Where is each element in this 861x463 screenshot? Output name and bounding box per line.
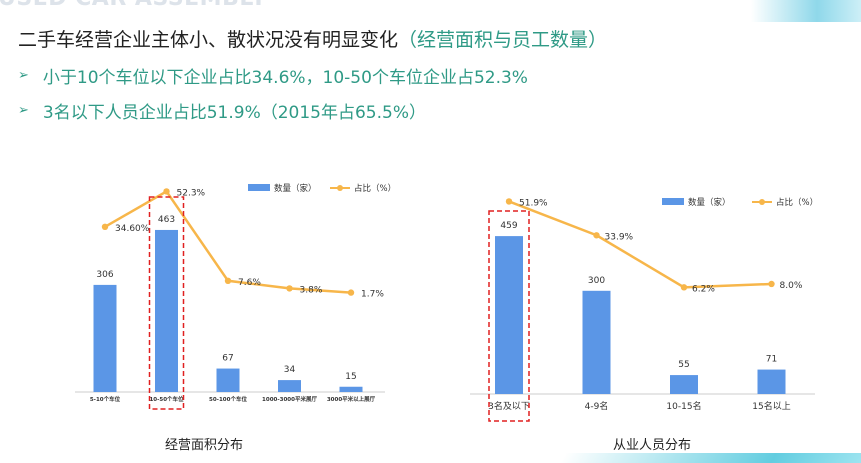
bar <box>757 369 786 394</box>
line-value-label: 7.6% <box>238 278 261 288</box>
line-point <box>101 223 109 230</box>
arrow-bullet-icon: ➢ <box>18 68 29 83</box>
line-value-label: 1.7% <box>361 290 384 300</box>
bar-value-label: 71 <box>766 355 777 365</box>
line-point <box>163 188 170 195</box>
bullet-text: 小于10个车位以下企业占比34.6%，10-50个车位企业占52.3% <box>42 68 528 88</box>
x-tick-label: 10-15名 <box>666 400 701 412</box>
line-point <box>505 198 513 205</box>
bar-value-label: 306 <box>96 270 113 280</box>
line-value-label: 52.3% <box>177 188 206 198</box>
line-value-label: 33.9% <box>605 232 634 242</box>
x-tick-label: 4-9名 <box>585 400 609 412</box>
x-tick-label: 15名以上 <box>752 400 790 412</box>
line-point <box>593 232 600 239</box>
x-tick-label: 3名及以下 <box>488 400 530 412</box>
headline: 二手车经营企业主体小、散状况没有明显变化（经营面积与员工数量） <box>18 25 607 52</box>
bar <box>155 229 178 392</box>
bullet-text: 3名以下人员企业占比51.9%（2015年占65.5%） <box>42 103 426 123</box>
line-point <box>347 289 355 296</box>
bar-value-label: 300 <box>588 276 605 286</box>
bullet-item: ➢ 3名以下人员企业占比51.9%（2015年占65.5%） <box>18 98 426 123</box>
legend-line-label: 占比（%） <box>354 183 396 194</box>
bar <box>339 386 363 392</box>
bar-value-label: 67 <box>222 354 233 364</box>
bar <box>93 284 117 392</box>
line-value-label: 3.8% <box>300 285 323 295</box>
arrow-bullet-icon: ➢ <box>18 103 29 118</box>
x-tick-label: 1000-3000平米展厅 <box>262 395 317 403</box>
bar-value-label: 55 <box>678 360 689 370</box>
x-tick-label: 5-10个车位 <box>90 395 121 403</box>
line-value-label: 34.60% <box>115 224 150 234</box>
chart-title-area: 经营面积分布 <box>165 438 244 453</box>
chart-title-staff: 从业人员分布 <box>613 438 692 453</box>
watermark: USED CAR ASSEMBLY <box>0 0 267 11</box>
line-point <box>286 285 293 292</box>
line-point <box>224 277 232 284</box>
bar-value-label: 15 <box>345 372 356 382</box>
header-accent-stripe <box>751 0 861 22</box>
bar <box>495 236 523 394</box>
legend-bar-label: 数量（家） <box>688 197 731 208</box>
line-series-percent <box>508 200 772 289</box>
headline-sub: （经营面积与员工数量） <box>398 29 608 51</box>
highlight-box <box>488 210 530 422</box>
headline-main: 二手车经营企业主体小、散状况没有明显变化 <box>18 29 399 51</box>
x-tick-label: 3000平米以上展厅 <box>327 395 376 403</box>
legend-bar-swatch <box>662 198 684 205</box>
x-tick-label: 10-50个车位 <box>149 395 184 403</box>
bullet-item: ➢ 小于10个车位以下企业占比34.6%，10-50个车位企业占52.3% <box>18 63 528 88</box>
bar-value-label: 463 <box>158 215 175 225</box>
bar-value-label: 459 <box>500 221 517 231</box>
line-value-label: 8.0% <box>780 281 803 291</box>
line-point <box>680 284 688 291</box>
legend-line-label: 占比（%） <box>776 197 818 208</box>
legend-bar-label: 数量（家） <box>274 183 317 194</box>
line-value-label: 6.2% <box>692 284 715 294</box>
legend-line-marker <box>759 199 765 205</box>
line-point <box>768 280 775 288</box>
bar <box>582 290 611 394</box>
bar <box>216 368 240 392</box>
highlight-box <box>148 196 185 410</box>
legend-bar-swatch <box>248 184 270 191</box>
bar-value-label: 34 <box>284 365 296 375</box>
bar <box>670 375 698 394</box>
bar <box>278 380 301 392</box>
x-tick-label: 50-100个车位 <box>209 395 247 403</box>
legend-line-marker <box>337 185 343 191</box>
line-value-label: 51.9% <box>519 198 548 208</box>
